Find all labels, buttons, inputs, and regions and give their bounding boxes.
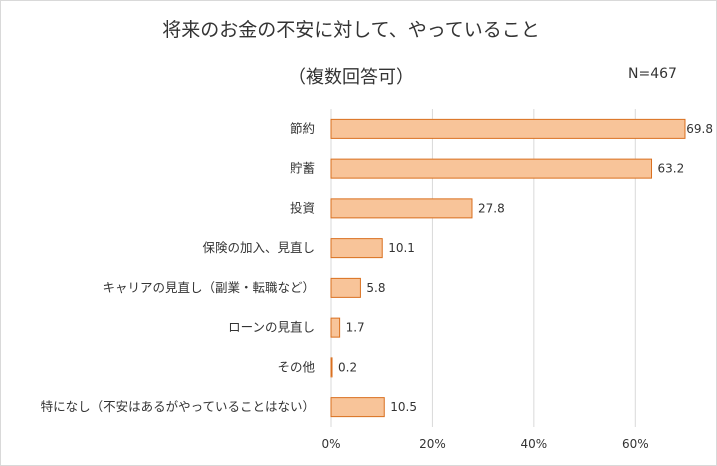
x-tick-label: 20% [419, 437, 446, 451]
bar [330, 357, 333, 378]
bar [330, 397, 385, 418]
x-tick-label: 40% [521, 437, 548, 451]
category-label: 保険の加入、見直し [202, 240, 315, 255]
value-label: 63.2 [658, 162, 685, 176]
bar [330, 277, 361, 298]
category-label: キャリアの見直し（副業・転職など） [102, 280, 315, 295]
bar [330, 317, 341, 338]
value-label: 0.2 [338, 360, 357, 374]
category-label: 貯蓄 [290, 161, 315, 176]
bar [330, 238, 383, 259]
category-label: 節約 [290, 121, 315, 136]
category-label: 特になし（不安はあるがやっていることはない） [41, 399, 315, 414]
bar [330, 118, 686, 139]
sample-size-note: N=467 [628, 66, 677, 82]
x-tick-label: 60% [622, 437, 649, 451]
category-label: その他 [277, 359, 315, 374]
x-tick-label: 0% [321, 437, 340, 451]
chart-subtitle: （複数回答可） [288, 67, 414, 88]
bar [330, 158, 653, 179]
category-label: ローンの見直し [228, 320, 315, 335]
value-label: 5.8 [366, 281, 385, 295]
chart-title: 将来のお金の不安に対して、やっていること [162, 19, 540, 41]
value-label: 10.5 [390, 400, 417, 414]
bar [330, 198, 473, 219]
category-label: 投資 [290, 200, 315, 215]
value-label: 27.8 [478, 201, 505, 215]
value-label: 69.8 [686, 122, 713, 136]
value-label: 10.1 [388, 241, 415, 255]
value-label: 1.7 [346, 321, 365, 335]
